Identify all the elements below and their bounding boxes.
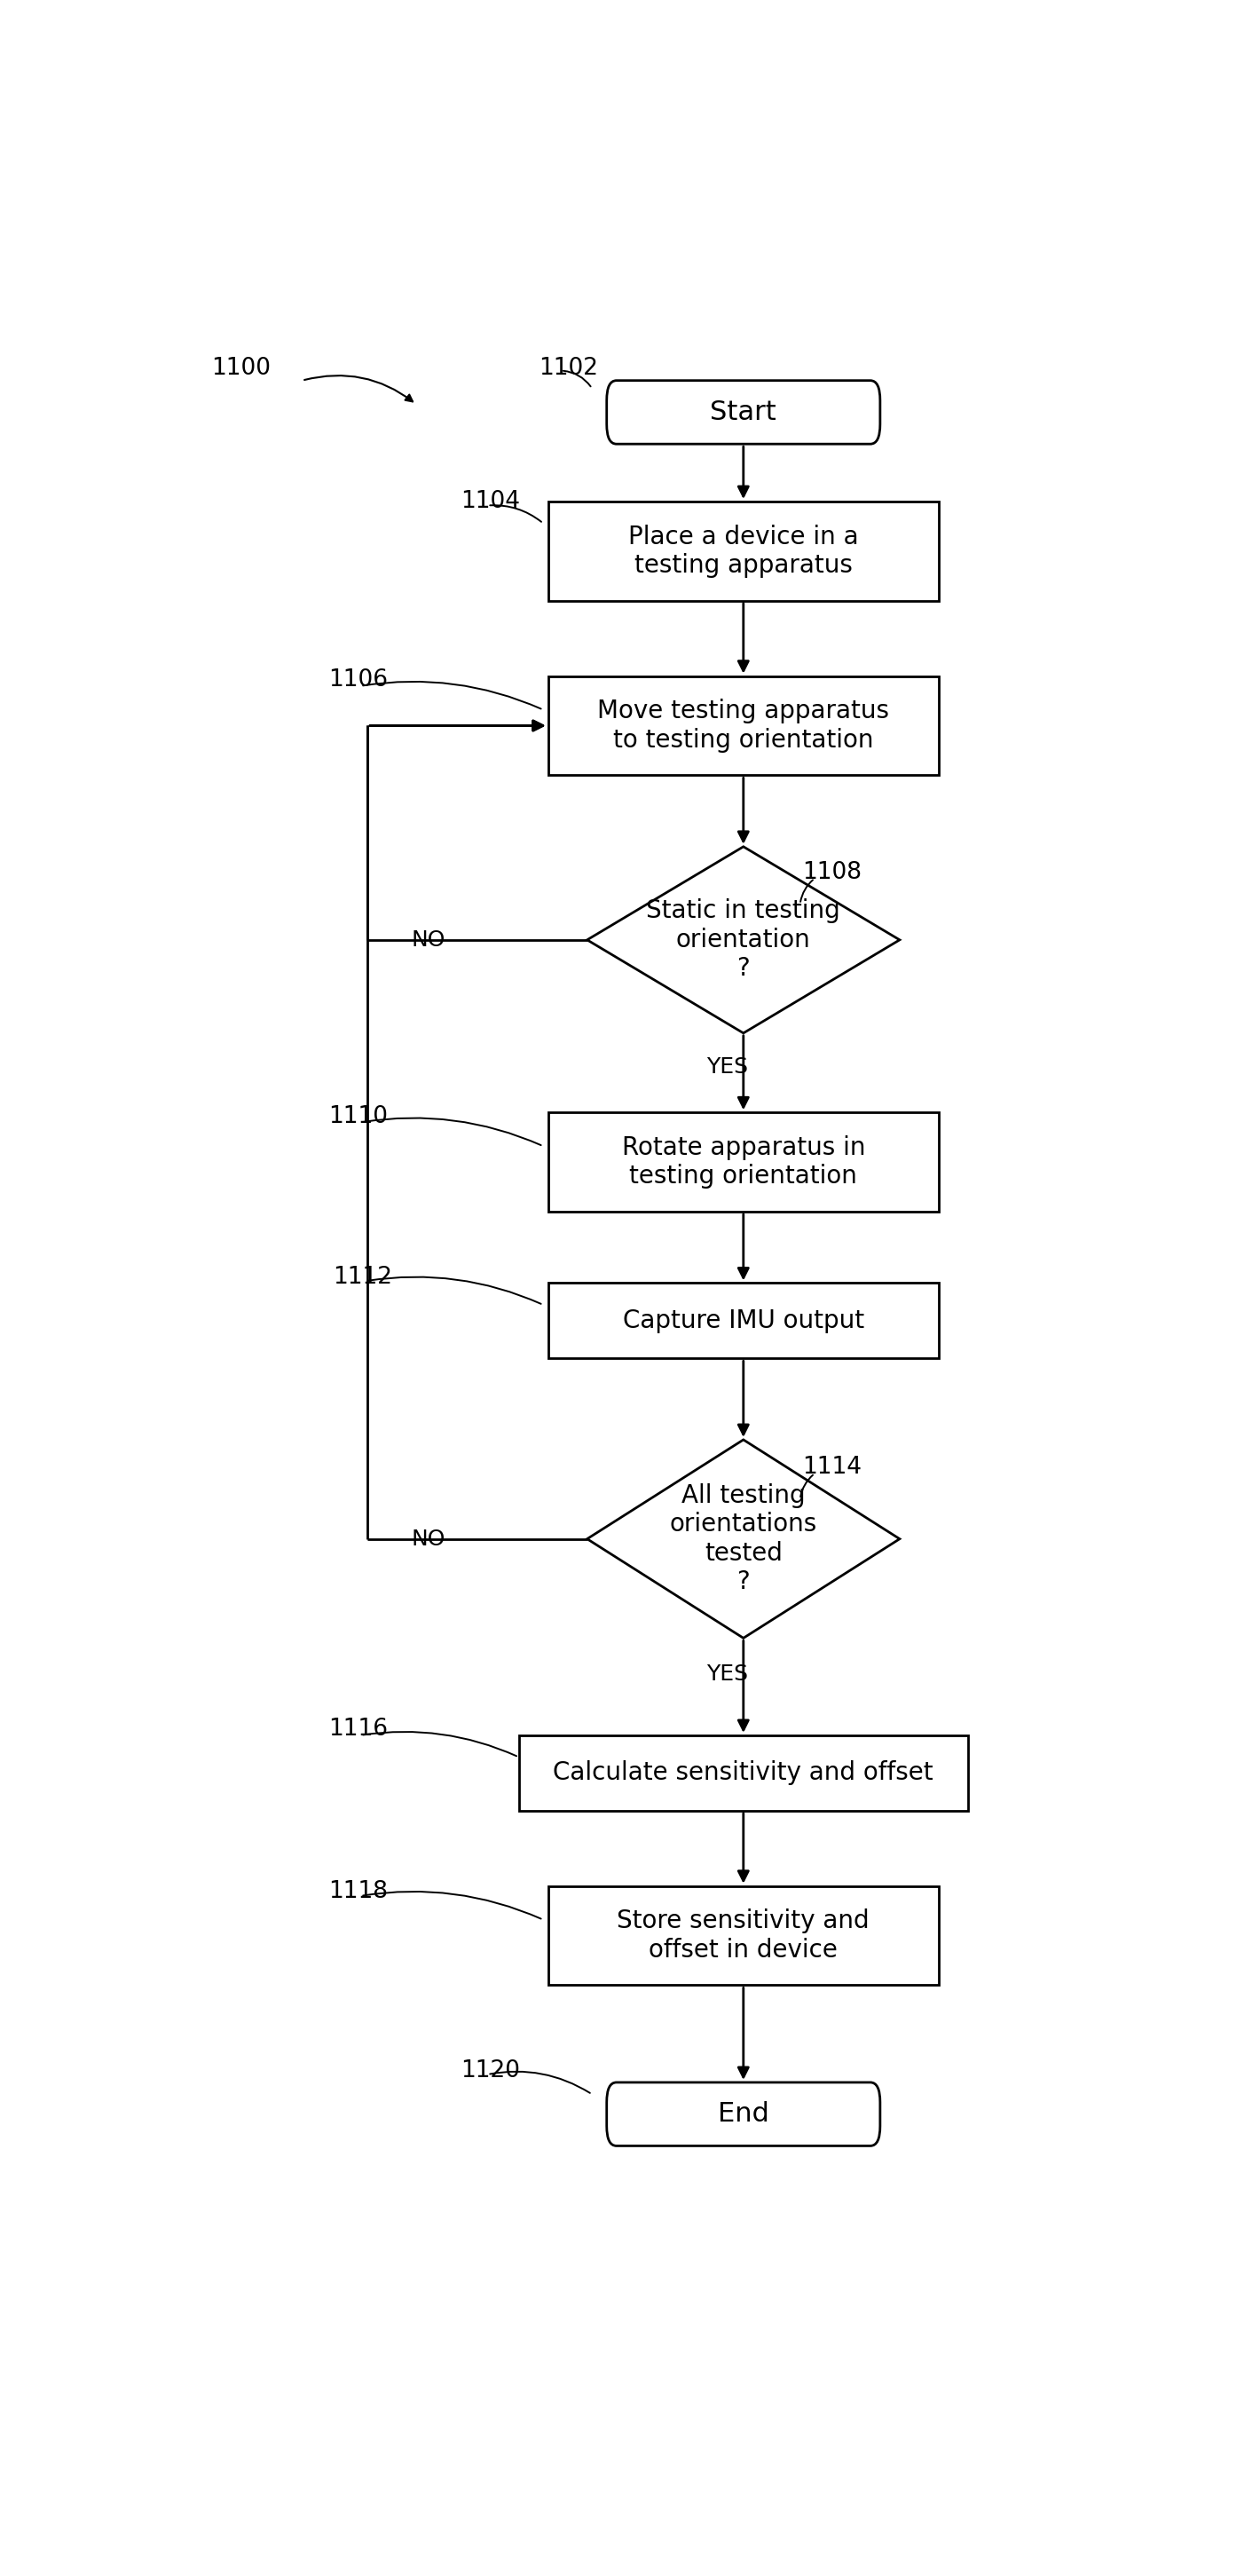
Text: 1120: 1120 bbox=[460, 2058, 519, 2081]
Polygon shape bbox=[587, 848, 900, 1033]
Text: End: End bbox=[718, 2102, 769, 2128]
Text: 1108: 1108 bbox=[803, 860, 862, 884]
Bar bbox=[548, 1113, 939, 1211]
Text: 1104: 1104 bbox=[460, 489, 519, 513]
Text: All testing
orientations
tested
?: All testing orientations tested ? bbox=[669, 1484, 818, 1595]
Text: Static in testing
orientation
?: Static in testing orientation ? bbox=[646, 899, 840, 981]
Text: Calculate sensitivity and offset: Calculate sensitivity and offset bbox=[553, 1759, 934, 1785]
Text: 1112: 1112 bbox=[333, 1265, 393, 1288]
Bar bbox=[548, 1886, 939, 1986]
Text: Start: Start bbox=[711, 399, 776, 425]
Text: 1114: 1114 bbox=[803, 1455, 862, 1479]
Text: YES: YES bbox=[707, 1664, 748, 1685]
Bar bbox=[548, 1283, 939, 1358]
Bar bbox=[548, 675, 939, 775]
Polygon shape bbox=[587, 1440, 900, 1638]
Text: Move testing apparatus
to testing orientation: Move testing apparatus to testing orient… bbox=[597, 698, 890, 752]
Text: Capture IMU output: Capture IMU output bbox=[622, 1309, 864, 1334]
FancyBboxPatch shape bbox=[607, 381, 879, 443]
Text: 1102: 1102 bbox=[538, 358, 597, 381]
FancyBboxPatch shape bbox=[607, 2081, 879, 2146]
Text: 1106: 1106 bbox=[329, 670, 388, 690]
Text: YES: YES bbox=[707, 1056, 748, 1077]
Text: Place a device in a
testing apparatus: Place a device in a testing apparatus bbox=[629, 526, 858, 577]
Bar bbox=[519, 1736, 968, 1811]
Bar bbox=[548, 502, 939, 600]
Text: NO: NO bbox=[412, 930, 446, 951]
Text: Store sensitivity and
offset in device: Store sensitivity and offset in device bbox=[617, 1909, 869, 1963]
Text: 1110: 1110 bbox=[329, 1105, 388, 1128]
Text: 1100: 1100 bbox=[212, 358, 271, 381]
Text: NO: NO bbox=[412, 1528, 446, 1551]
Text: 1118: 1118 bbox=[329, 1880, 388, 1904]
Text: 1116: 1116 bbox=[329, 1718, 388, 1741]
Text: Rotate apparatus in
testing orientation: Rotate apparatus in testing orientation bbox=[621, 1136, 866, 1190]
